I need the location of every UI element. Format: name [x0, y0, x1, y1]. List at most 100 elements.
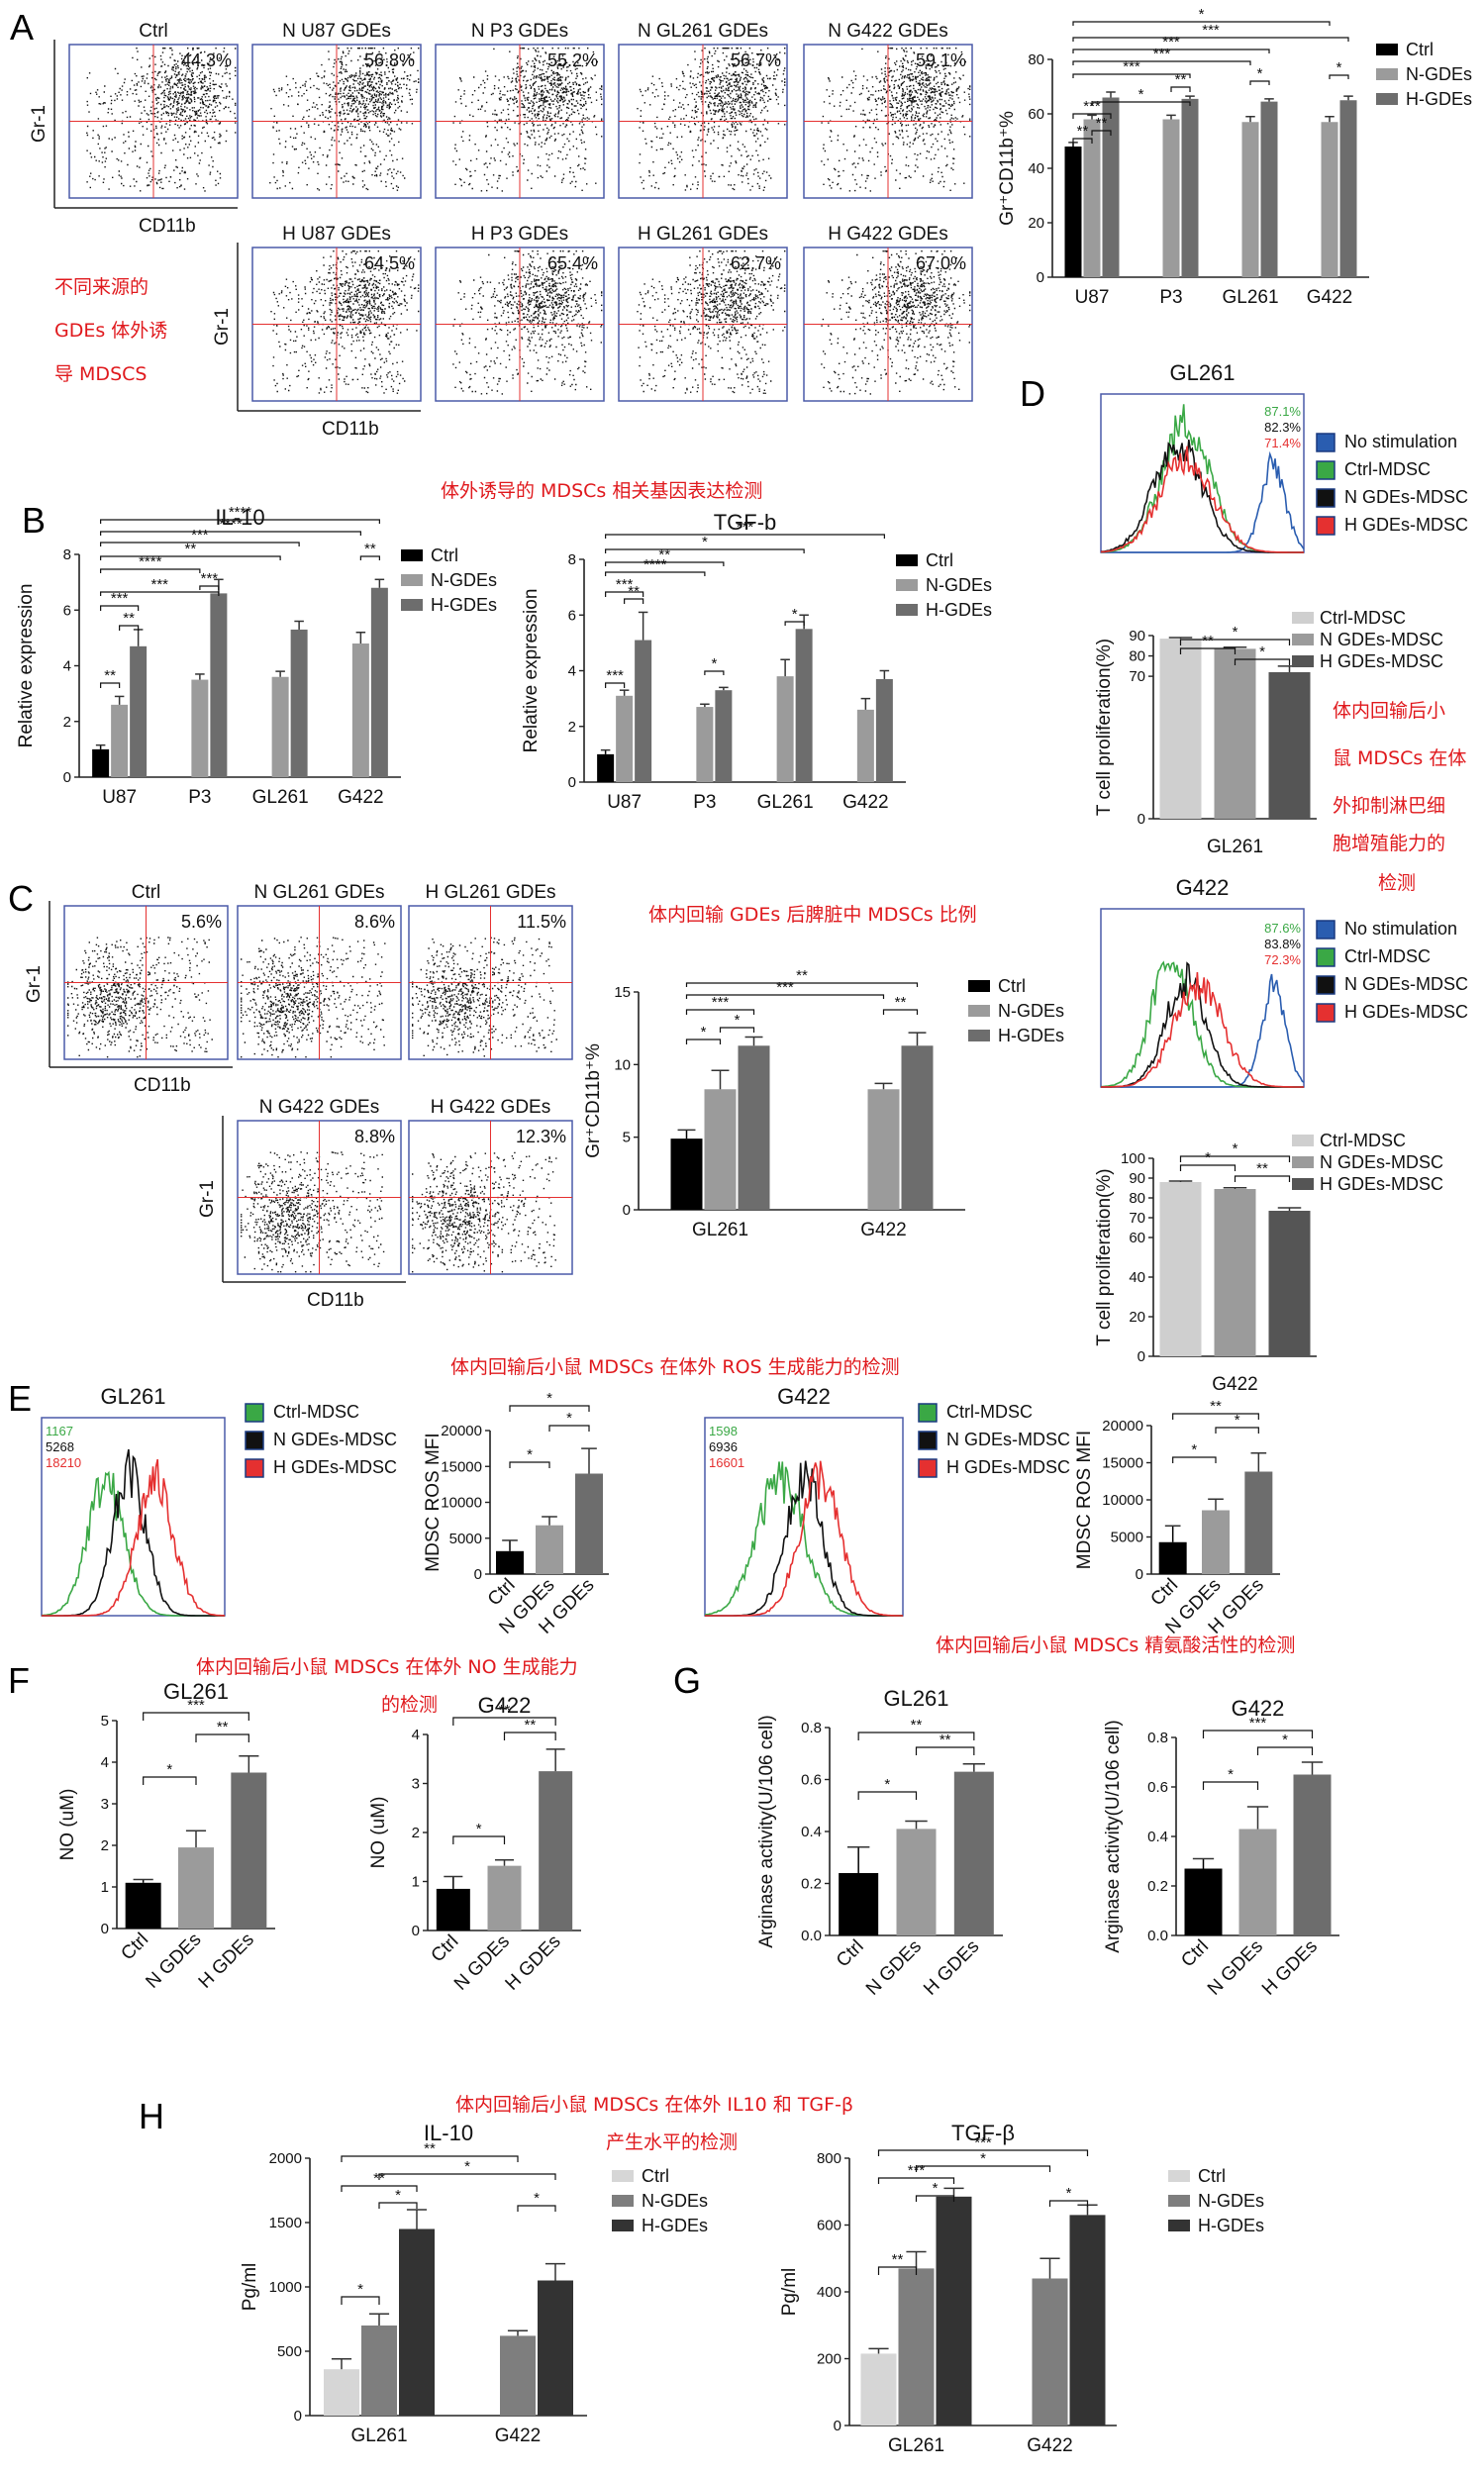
x-category-label: Ctrl — [1177, 1936, 1213, 1972]
y-tick-label: 0 — [1037, 269, 1044, 286]
significance-bracket — [1179, 647, 1237, 654]
data-bar — [1260, 101, 1278, 277]
data-bar — [704, 1089, 737, 1210]
significance-label: **** — [643, 556, 667, 573]
flow-plot-title: Ctrl — [139, 21, 168, 42]
y-tick-label: 1 — [412, 1874, 420, 1891]
annotation-a-line1: 不同来源的 — [54, 276, 148, 298]
significance-label: ** — [185, 541, 197, 557]
histogram-stat-label: 18210 — [46, 1455, 81, 1470]
flow-plot-title: H U87 GDEs — [282, 224, 391, 245]
data-bar — [399, 2228, 435, 2416]
y-tick-label: 6 — [63, 602, 71, 619]
legend-label: N-GDEs — [1406, 64, 1472, 84]
legend-label: Ctrl — [926, 550, 953, 570]
x-category-label: N GDEs — [142, 1930, 205, 1993]
y-tick-label: 2 — [63, 714, 71, 731]
y-tick-label: 4 — [101, 1754, 109, 1771]
significance-bracket — [857, 1732, 975, 1740]
significance-label: ** — [1256, 1160, 1268, 1177]
significance-bracket — [685, 994, 885, 999]
x-category-label: Ctrl — [833, 1936, 868, 1972]
significance-bracket — [1072, 138, 1093, 144]
x-category-label: GL261 — [1222, 287, 1278, 308]
flow-plot: H G422 GDEs 12.3% — [408, 1097, 573, 1275]
significance-bracket — [915, 2195, 955, 2202]
y-tick-label: 0.0 — [801, 1928, 822, 1944]
y-tick-label: 20 — [1129, 1309, 1145, 1326]
histogram-title: G422 — [777, 1384, 831, 1409]
flow-plot-title: N GL261 GDEs — [254, 882, 385, 903]
data-bar — [875, 678, 893, 782]
legend-swatch — [918, 1431, 938, 1450]
significance-bracket — [605, 548, 805, 553]
legend-label: N GDEs-MDSC — [1344, 487, 1468, 507]
flow-events — [637, 250, 786, 394]
annotation-f-line2: 的检测 — [381, 1694, 438, 1716]
y-tick-label: 2000 — [269, 2150, 302, 2167]
significance-label: ** — [217, 1719, 229, 1735]
annotation-h-line2: 产生水平的检测 — [606, 2131, 738, 2153]
chart-title: TGF-b — [714, 510, 777, 535]
chart-A-bar: 0 20 40 60 80 Gr⁺CD11b⁺% U87 P3 GL261 G422 Ctrl N-G… — [997, 6, 1472, 308]
significance-bracket — [605, 682, 626, 688]
legend-label: Ctrl-MDSC — [1344, 946, 1431, 966]
x-category-label: Ctrl — [428, 1931, 463, 1967]
significance-bracket — [1179, 1155, 1291, 1162]
flow-events — [637, 48, 786, 191]
panel-letter-e: E — [8, 1378, 32, 1419]
significance-label: * — [1205, 1149, 1211, 1166]
histogram-stat-label: 1598 — [709, 1424, 738, 1438]
data-bar — [111, 704, 129, 777]
y-tick-label: 0.2 — [801, 1876, 822, 1893]
y-tick-label: 0.4 — [801, 1824, 822, 1840]
significance-label: * — [711, 655, 717, 672]
significance-label: * — [1259, 644, 1265, 660]
y-tick-label: 90 — [1129, 628, 1145, 644]
histogram-frame — [41, 1417, 226, 1617]
x-category-label: U87 — [102, 787, 137, 808]
significance-label: ** — [364, 541, 376, 557]
significance-bracket — [857, 1791, 918, 1800]
significance-label: * — [1233, 624, 1238, 641]
legend-swatch — [1376, 44, 1398, 55]
legend-swatch — [1292, 1135, 1314, 1146]
y-tick-label: 40 — [1028, 160, 1044, 177]
legend-label: H-GDEs — [1406, 89, 1472, 109]
significance-label: **** — [139, 553, 162, 570]
significance-label: * — [395, 2187, 401, 2204]
annotation-e: 体内回输后小鼠 MDSCs 在体外 ROS 生成能力的检测 — [450, 1356, 900, 1378]
y-axis-title: MDSC ROS MFI — [423, 1433, 444, 1571]
y-axis-title: Gr⁺CD11b⁺% — [997, 111, 1018, 226]
y-tick-label: 60 — [1129, 1230, 1145, 1246]
legend-label: N-GDEs — [998, 1001, 1064, 1021]
legend-swatch — [896, 579, 918, 591]
chart-title: IL-10 — [424, 2121, 473, 2145]
significance-bracket — [1234, 658, 1291, 665]
x-category-label: H GDEs — [920, 1936, 983, 2000]
data-bar — [125, 1882, 161, 1929]
y-axis-title: Pg/ml — [240, 2263, 260, 2312]
significance-label: *** — [1162, 34, 1180, 50]
significance-bracket — [509, 1405, 590, 1412]
flow-plot-title: H G422 GDEs — [828, 224, 947, 245]
legend-swatch — [918, 1458, 938, 1478]
x-category-label: H GDEs — [195, 1930, 258, 1993]
legend-swatch — [1376, 68, 1398, 80]
histogram-title: GL261 — [1169, 360, 1235, 385]
legend-swatch — [1292, 1178, 1314, 1190]
significance-bracket — [1091, 101, 1191, 106]
significance-label: * — [701, 1024, 707, 1040]
significance-label: ** — [104, 667, 116, 684]
histogram-curve — [42, 1458, 226, 1617]
annotation-d-line5: 检测 — [1378, 872, 1416, 894]
data-bar — [1241, 122, 1259, 277]
significance-bracket — [341, 2296, 380, 2305]
significance-bracket — [341, 2185, 418, 2192]
legend-swatch — [612, 2170, 634, 2182]
